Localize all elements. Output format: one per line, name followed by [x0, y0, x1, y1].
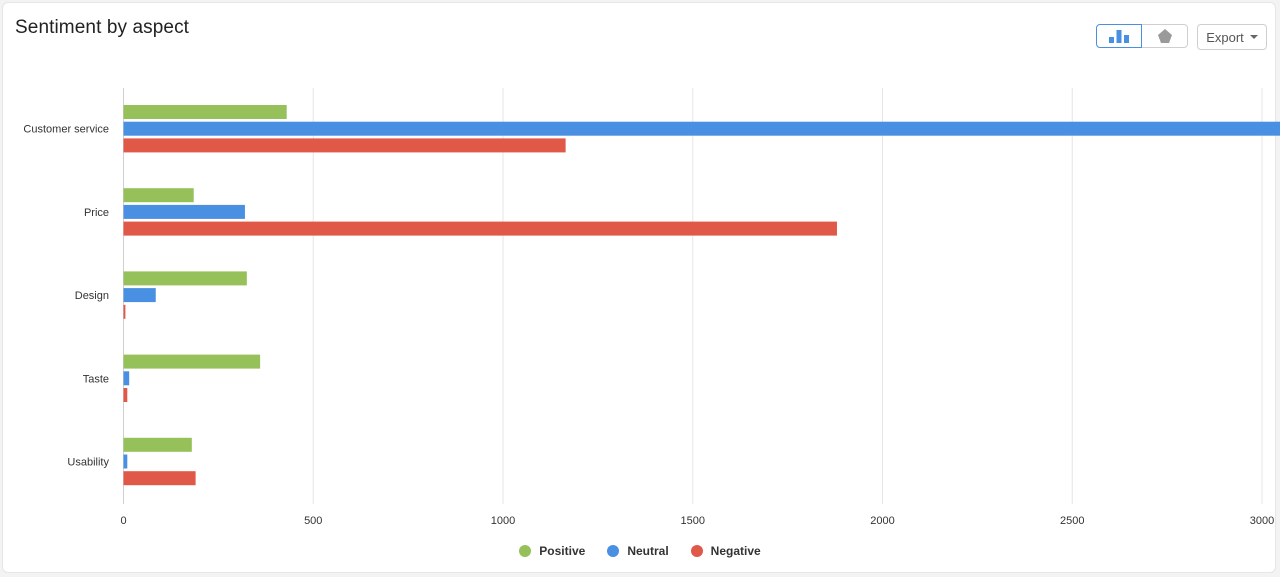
bar-neutral[interactable] — [123, 121, 1280, 136]
x-tick-label: 2500 — [1060, 515, 1084, 527]
category-label: Usability — [67, 457, 109, 469]
chart-view-toggle — [1096, 24, 1189, 48]
legend-marker-icon — [607, 545, 620, 557]
legend-item-positive[interactable]: Positive — [519, 544, 585, 558]
bar-neutral[interactable] — [123, 288, 156, 303]
grid-lines — [123, 88, 1263, 504]
x-tick-label: 500 — [304, 515, 322, 527]
radar-chart-icon — [1157, 29, 1172, 43]
bar-negative[interactable] — [123, 388, 128, 402]
bar-chart-icon — [1109, 30, 1129, 43]
bar-negative[interactable] — [123, 304, 126, 319]
chevron-down-icon — [1249, 35, 1258, 39]
bar-positive[interactable] — [123, 437, 192, 452]
category-label: Design — [75, 290, 109, 302]
bar-neutral[interactable] — [123, 454, 128, 469]
bar-negative[interactable] — [123, 138, 566, 153]
bar-positive[interactable] — [123, 271, 247, 286]
bar-positive[interactable] — [123, 354, 261, 369]
bar-neutral[interactable] — [123, 371, 130, 386]
legend-label: Neutral — [627, 544, 669, 558]
bar-view-button[interactable] — [1096, 24, 1142, 48]
chart-title: Sentiment by aspect — [15, 17, 190, 38]
x-tick-label: 3000 — [1250, 515, 1274, 527]
export-label: Export — [1206, 29, 1244, 45]
category-label: Taste — [83, 373, 109, 385]
x-axis-ticks: 0500100015002000250030003500400045005000… — [120, 515, 1274, 527]
x-tick-label: 2000 — [870, 515, 894, 527]
export-button[interactable]: Export — [1197, 24, 1267, 50]
radar-view-button[interactable] — [1142, 24, 1188, 48]
bars — [123, 105, 1280, 486]
bar-negative[interactable] — [123, 471, 196, 486]
x-tick-label: 1000 — [491, 515, 515, 527]
x-tick-label: 0 — [120, 515, 126, 527]
bar-positive[interactable] — [123, 105, 287, 119]
bar-neutral[interactable] — [123, 204, 245, 219]
category-label: Customer service — [23, 124, 109, 136]
legend: Positive Neutral Negative — [0, 544, 1280, 558]
bar-positive[interactable] — [123, 188, 194, 203]
x-tick-label: 1500 — [681, 515, 705, 527]
legend-item-neutral[interactable]: Neutral — [607, 544, 669, 558]
legend-label: Negative — [710, 544, 761, 558]
category-label: Price — [84, 207, 109, 219]
category-labels: Customer service Price Design Taste Usabilit… — [23, 124, 109, 469]
legend-marker-icon — [690, 545, 703, 557]
legend-label: Positive — [539, 544, 586, 558]
legend-item-negative[interactable]: Negative — [690, 544, 761, 558]
bar-negative[interactable] — [123, 221, 837, 236]
legend-marker-icon — [519, 545, 532, 557]
